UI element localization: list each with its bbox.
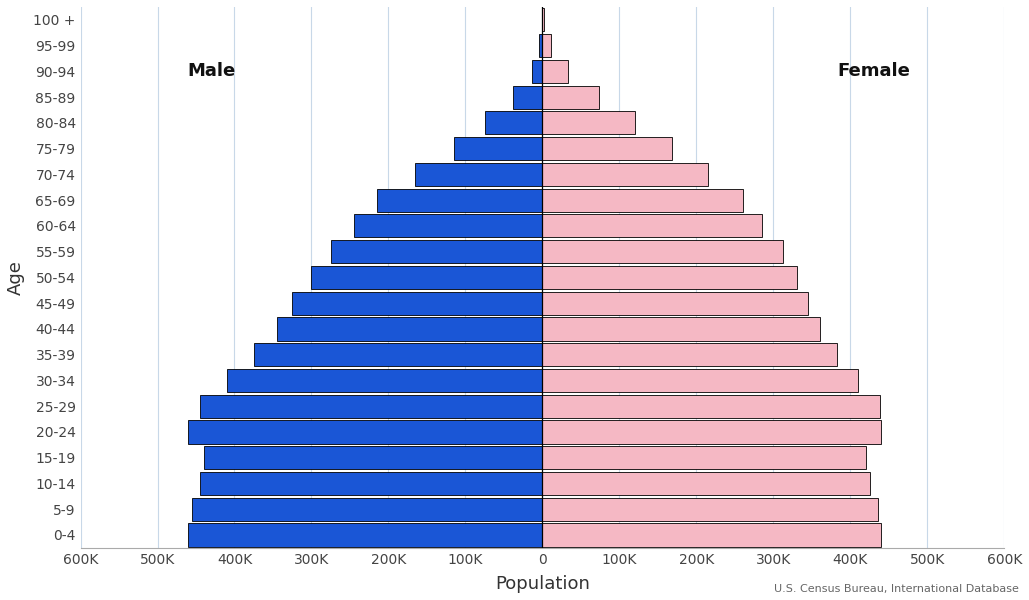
Bar	[542, 446, 865, 469]
Bar	[542, 111, 635, 134]
Bar	[542, 369, 858, 392]
Bar	[542, 8, 544, 31]
Bar	[539, 34, 542, 57]
Bar	[542, 472, 870, 495]
Bar	[542, 497, 878, 521]
Bar	[416, 163, 542, 186]
Bar	[513, 86, 542, 109]
Bar	[542, 86, 599, 109]
Bar	[454, 137, 542, 160]
Bar	[204, 446, 542, 469]
Bar	[542, 343, 837, 366]
Bar	[542, 523, 881, 547]
Bar	[226, 369, 542, 392]
Bar	[542, 395, 880, 418]
Bar	[542, 163, 708, 186]
Bar	[254, 343, 542, 366]
Bar	[532, 60, 542, 83]
Bar	[188, 523, 542, 547]
Bar	[542, 137, 672, 160]
Bar	[542, 266, 796, 289]
Bar	[330, 240, 542, 263]
Text: U.S. Census Bureau, International Database: U.S. Census Bureau, International Databa…	[774, 584, 1019, 594]
Bar	[485, 111, 542, 134]
Bar	[542, 240, 783, 263]
Bar	[312, 266, 542, 289]
Bar	[542, 60, 568, 83]
Bar	[200, 395, 542, 418]
Y-axis label: Age: Age	[7, 260, 25, 295]
Bar	[542, 214, 761, 238]
Bar	[542, 421, 881, 443]
Bar	[542, 292, 808, 315]
Bar	[277, 317, 542, 341]
Bar	[188, 421, 542, 443]
X-axis label: Population: Population	[495, 575, 590, 593]
Bar	[542, 188, 743, 212]
Bar	[354, 214, 542, 238]
Bar	[377, 188, 542, 212]
Bar	[200, 472, 542, 495]
Bar	[542, 317, 819, 341]
Bar	[542, 34, 551, 57]
Bar	[192, 497, 542, 521]
Text: Female: Female	[837, 62, 910, 80]
Bar	[292, 292, 542, 315]
Text: Male: Male	[187, 62, 236, 80]
